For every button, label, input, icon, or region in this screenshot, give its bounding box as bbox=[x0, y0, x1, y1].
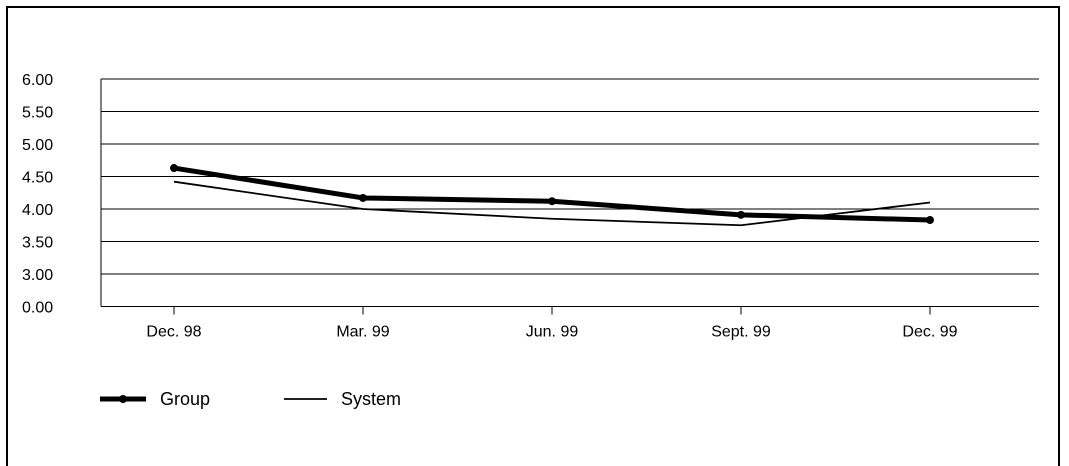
data-point-group bbox=[926, 216, 934, 225]
legend: Group System bbox=[100, 389, 401, 409]
chart-frame bbox=[6, 6, 1060, 466]
series-line-group bbox=[173, 165, 931, 223]
y-tick-label: 3.00 bbox=[22, 267, 53, 284]
x-axis: Dec. 98 Mar. 99 Jun. 99 Sept. 99 Dec. 99 bbox=[146, 306, 958, 341]
y-tick-label: 3.50 bbox=[22, 235, 53, 252]
data-point-group bbox=[359, 193, 367, 202]
series-line-system bbox=[173, 180, 931, 227]
y-tick-label: 5.50 bbox=[22, 105, 53, 122]
series-lines bbox=[170, 164, 934, 227]
data-point-group bbox=[737, 210, 745, 219]
y-tick-label: 4.50 bbox=[22, 170, 53, 187]
legend-marker bbox=[119, 395, 127, 403]
y-tick-label: 5.00 bbox=[22, 137, 53, 154]
x-tick-label: Dec. 98 bbox=[146, 324, 201, 341]
x-tick-label: Sept. 99 bbox=[711, 324, 771, 341]
y-axis-ticks: 0.00 3.00 3.50 4.00 4.50 5.00 5.50 6.00 bbox=[22, 72, 53, 317]
legend-label-group: Group bbox=[160, 389, 210, 409]
x-tick-label: Jun. 99 bbox=[526, 324, 579, 341]
y-tick-label: 4.00 bbox=[22, 202, 53, 219]
data-point-group bbox=[170, 164, 178, 173]
x-tick-label: Mar. 99 bbox=[336, 324, 389, 341]
data-point-group bbox=[548, 197, 556, 206]
y-tick-label: 0.00 bbox=[22, 300, 53, 317]
legend-label-system: System bbox=[341, 389, 401, 409]
y-tick-label: 6.00 bbox=[22, 72, 53, 89]
line-chart: 0.00 3.00 3.50 4.00 4.50 5.00 5.50 6.00 Dec. 98… bbox=[22, 72, 1039, 409]
gridlines bbox=[100, 78, 1039, 307]
x-tick-label: Dec. 99 bbox=[902, 324, 957, 341]
